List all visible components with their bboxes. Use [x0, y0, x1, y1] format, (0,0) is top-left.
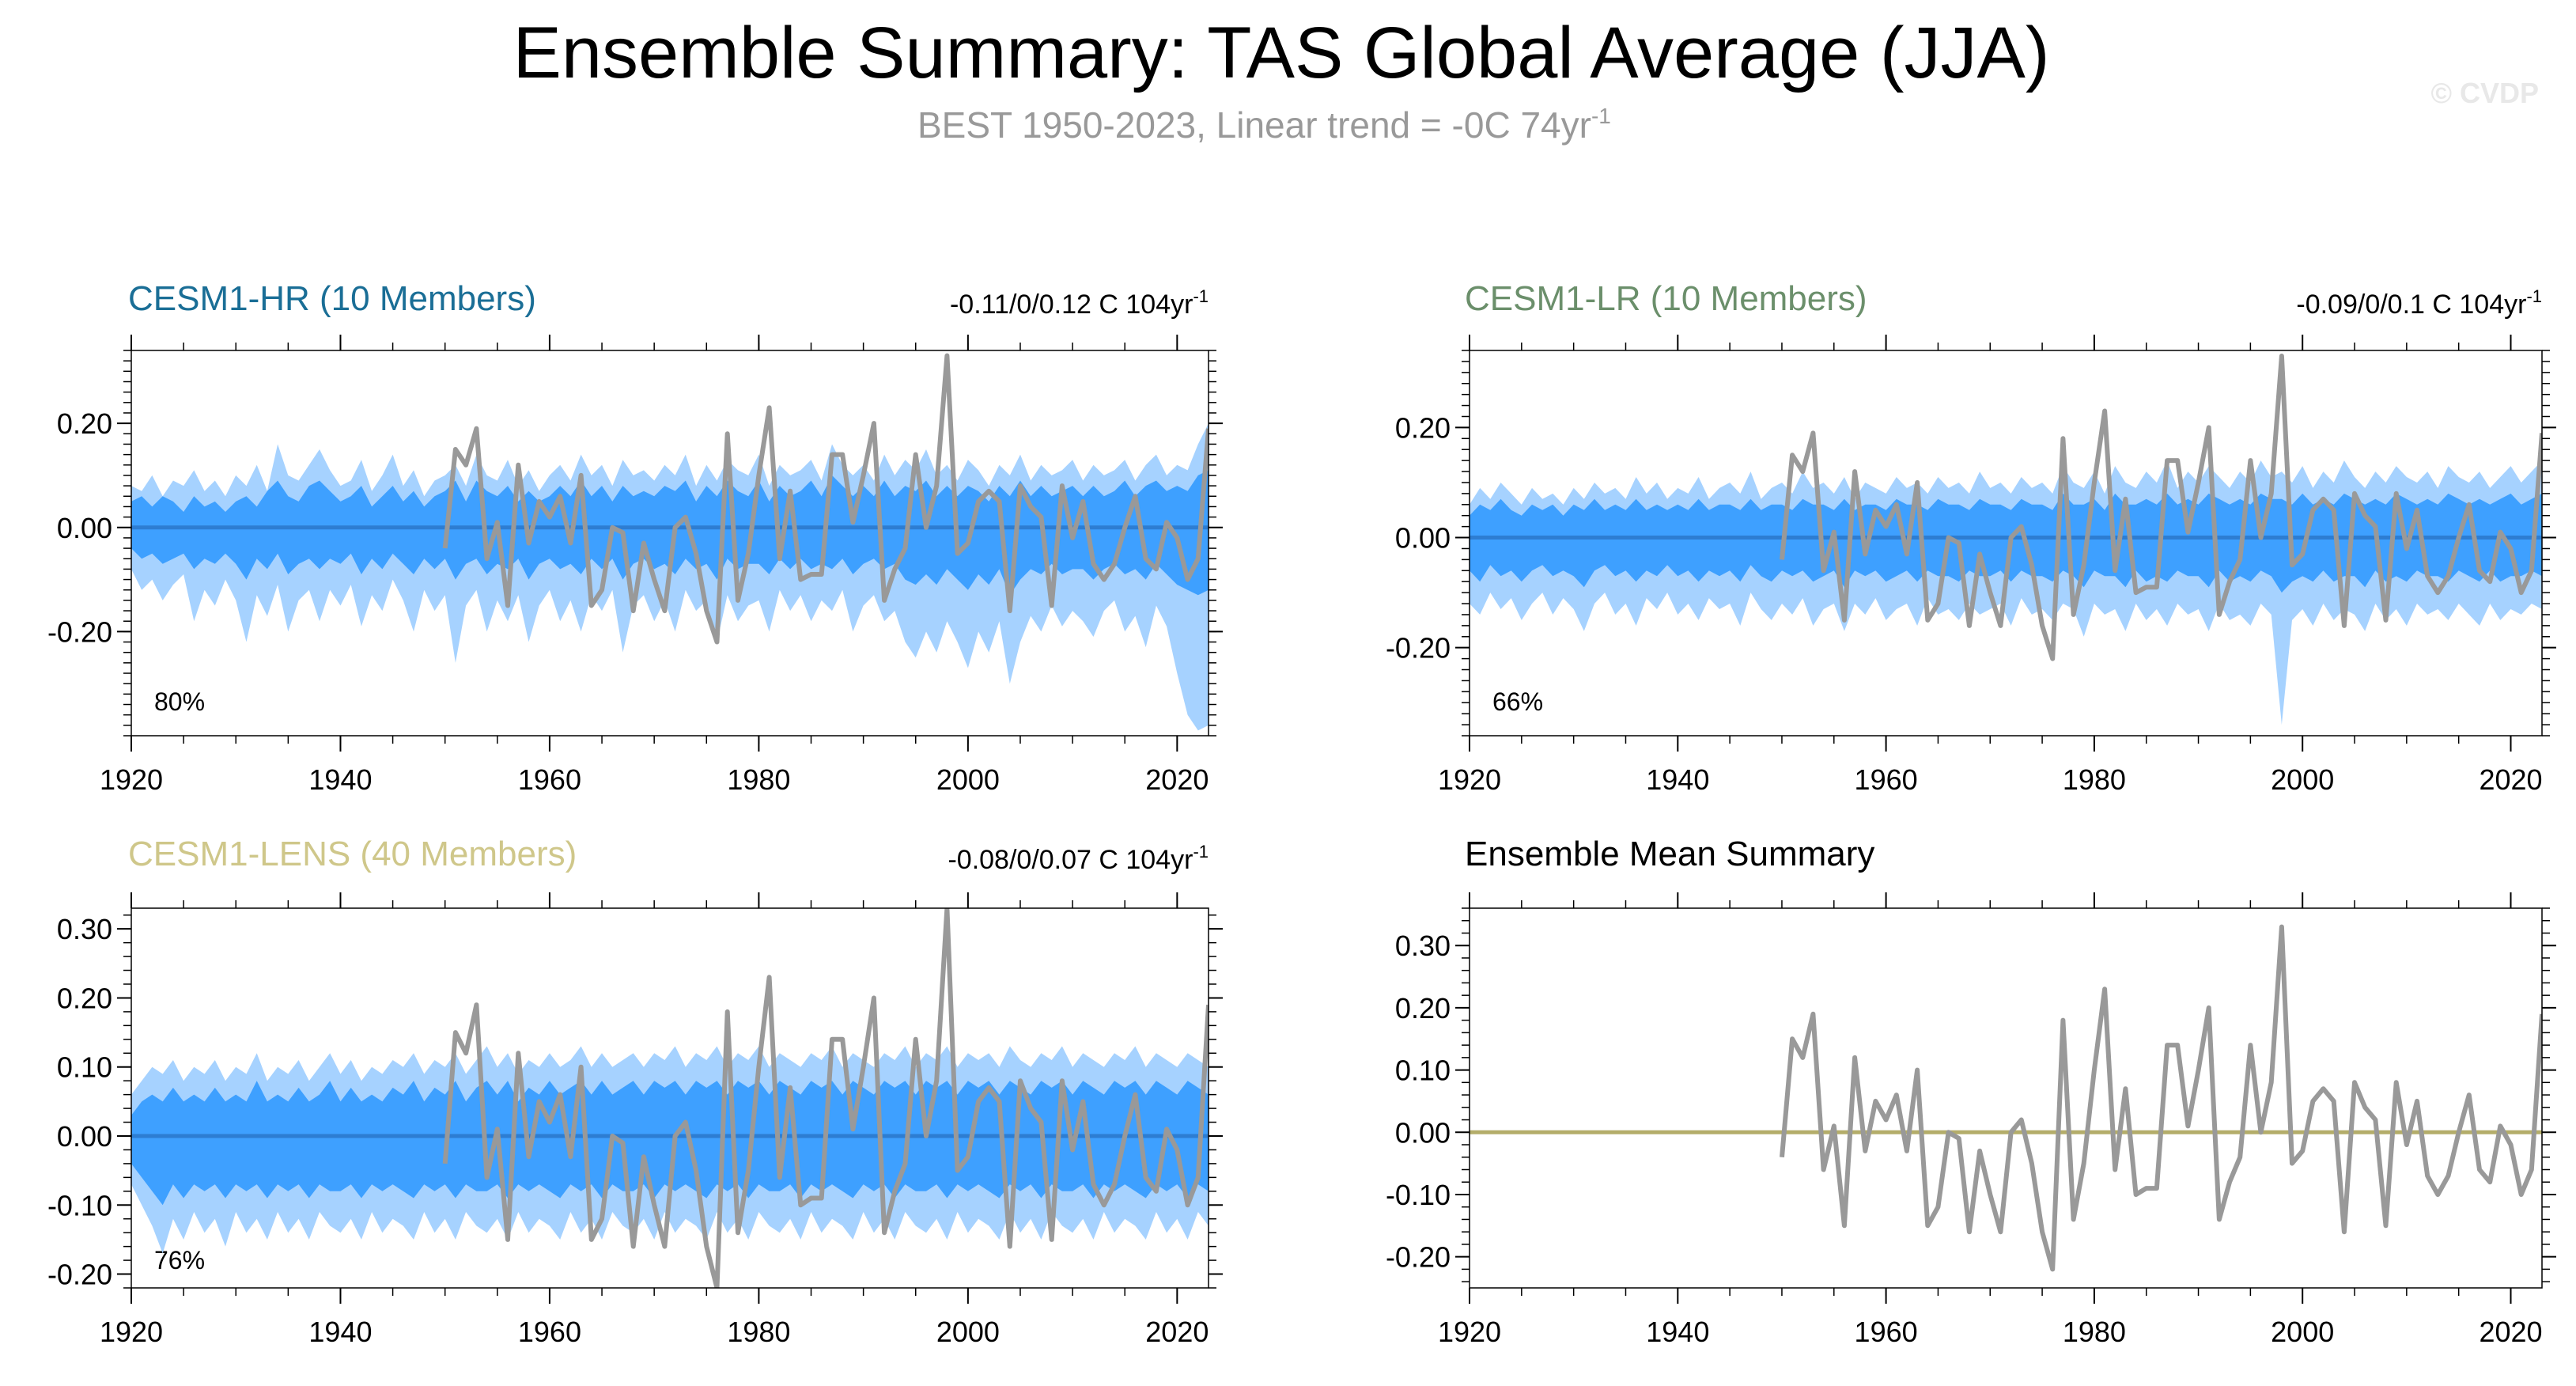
- plot-area: [131, 353, 1209, 731]
- range-text: -0.08/0/0.07 C 104yr: [948, 845, 1193, 875]
- y-tick-label: -0.20: [1386, 632, 1451, 665]
- y-tick-label: 0.30: [1395, 930, 1451, 962]
- range-text: -0.09/0/0.1 C 104yr: [2296, 290, 2526, 320]
- y-tick-label: 0.10: [1395, 1055, 1451, 1087]
- percent-label: 66%: [1492, 687, 1543, 716]
- plot-frame: [131, 350, 1209, 737]
- y-tick-label: -0.20: [47, 1259, 112, 1291]
- x-tick-label: 1940: [308, 1316, 372, 1348]
- y-tick-label: -0.10: [47, 1189, 112, 1221]
- plot-area: [1470, 924, 2542, 1272]
- y-tick-label: -0.20: [47, 615, 112, 648]
- x-tick-label: 1920: [100, 763, 163, 796]
- plot-area: [131, 908, 1209, 1288]
- figure-subtitle: BEST 1950-2023, Linear trend = -0C 74yr-…: [917, 104, 1611, 146]
- x-tick-label: 2020: [2479, 1316, 2542, 1348]
- panel-title: CESM1-LENS (40 Members): [128, 835, 577, 873]
- y-tick-label: 0.00: [1395, 1116, 1451, 1149]
- percent-label: 80%: [154, 687, 205, 716]
- observation-series-line: [1780, 354, 2542, 661]
- y-tick-label: 0.20: [1395, 992, 1451, 1024]
- figure-subtitle-sup: -1: [1591, 104, 1611, 128]
- x-tick-label: 2020: [1145, 1316, 1209, 1348]
- observation-series-line: [1780, 924, 2542, 1272]
- y-tick-label: 0.10: [57, 1051, 112, 1084]
- x-tick-label: 1960: [1855, 1316, 1918, 1348]
- y-tick-label: 0.20: [57, 407, 112, 440]
- range-sup: -1: [2526, 286, 2542, 306]
- x-tick-label: 1920: [1438, 763, 1501, 796]
- plot-frame: [1469, 907, 2543, 1289]
- panel-cesm1-hr: CESM1-HR (10 Members) -0.11/0/0.12 C 104…: [47, 279, 1223, 796]
- observation-series-line: [442, 353, 1209, 645]
- watermark: © CVDP: [2430, 77, 2539, 109]
- y-tick-label: 0.30: [57, 913, 112, 945]
- panel-range-label: -0.09/0/0.1 C 104yr-1: [2296, 286, 2542, 320]
- panel-ensemble-mean-summary: Ensemble Mean Summary 0.30 0.20 0.10 0.00 -0…: [1386, 835, 2556, 1348]
- x-tick-label: 1940: [1646, 1316, 1709, 1348]
- x-tick-label: 1960: [518, 1316, 581, 1348]
- figure-title: Ensemble Summary: TAS Global Average (JJ…: [513, 13, 2049, 93]
- plot-area: [1470, 354, 2542, 725]
- panel-cesm1-lr: CESM1-LR (10 Members) -0.09/0/0.1 C 104y…: [1386, 279, 2556, 796]
- y-tick-label: 0.00: [1395, 522, 1451, 555]
- observation-series-line: [442, 908, 1209, 1288]
- panel-cesm1-lens: CESM1-LENS (40 Members) -0.08/0/0.07 C 1…: [47, 835, 1223, 1348]
- x-tick-label: 1980: [727, 763, 790, 796]
- panel-title: CESM1-LR (10 Members): [1465, 279, 1867, 318]
- x-tick-label: 1960: [518, 763, 581, 796]
- x-tick-label: 2020: [1145, 763, 1209, 796]
- x-tick-label: 2000: [936, 1316, 1000, 1348]
- x-tick-label: 2000: [2271, 1316, 2334, 1348]
- figure-subtitle-text: BEST 1950-2023, Linear trend = -0C 74yr: [917, 104, 1591, 146]
- panel-range-label: -0.08/0/0.07 C 104yr-1: [948, 842, 1209, 875]
- range-sup: -1: [1193, 286, 1209, 306]
- y-tick-label: 0.00: [57, 512, 112, 544]
- x-tick-label: 1980: [727, 1316, 790, 1348]
- x-tick-label: 2000: [936, 763, 1000, 796]
- x-tick-label: 1980: [2063, 763, 2126, 796]
- plot-frame: [1469, 350, 2543, 737]
- range-text: -0.11/0/0.12 C 104yr: [950, 290, 1193, 320]
- inner-spread-band: [131, 470, 1209, 596]
- x-tick-label: 2000: [2271, 763, 2334, 796]
- panel-title: Ensemble Mean Summary: [1465, 835, 1874, 873]
- x-tick-label: 1940: [1646, 763, 1709, 796]
- panel-range-label: -0.11/0/0.12 C 104yr-1: [950, 286, 1209, 320]
- y-tick-label: 0.20: [1395, 411, 1451, 444]
- panel-title: CESM1-HR (10 Members): [128, 279, 536, 318]
- y-tick-label: 0.20: [57, 982, 112, 1014]
- x-tick-label: 1960: [1855, 763, 1918, 796]
- plot-frame: [131, 907, 1209, 1289]
- x-tick-label: 2020: [2479, 763, 2542, 796]
- y-tick-label: 0.00: [57, 1120, 112, 1153]
- x-tick-label: 1920: [1438, 1316, 1501, 1348]
- x-tick-label: 1980: [2063, 1316, 2126, 1348]
- y-tick-label: -0.10: [1386, 1179, 1451, 1211]
- y-tick-label: -0.20: [1386, 1241, 1451, 1274]
- range-sup: -1: [1193, 842, 1209, 862]
- x-tick-label: 1920: [100, 1316, 163, 1348]
- inner-spread-band: [131, 1081, 1209, 1206]
- x-tick-label: 1940: [308, 763, 372, 796]
- inner-spread-band: [1470, 493, 2542, 593]
